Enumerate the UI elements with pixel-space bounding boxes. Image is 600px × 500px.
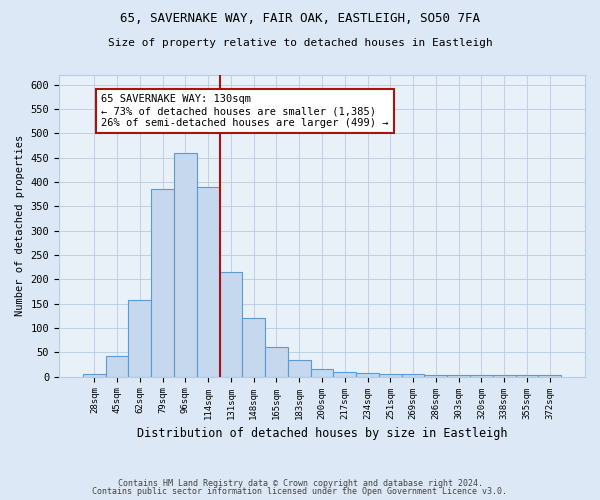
Bar [265,346,288,376]
Bar [174,153,197,376]
Bar [379,374,402,376]
Bar [447,374,470,376]
Bar [197,187,220,376]
Bar [220,272,242,376]
Text: 65, SAVERNAKE WAY, FAIR OAK, EASTLEIGH, SO50 7FA: 65, SAVERNAKE WAY, FAIR OAK, EASTLEIGH, … [120,12,480,26]
Bar [493,374,515,376]
X-axis label: Distribution of detached houses by size in Eastleigh: Distribution of detached houses by size … [137,427,507,440]
Bar [311,370,334,376]
Bar [424,374,447,376]
Text: Contains public sector information licensed under the Open Government Licence v3: Contains public sector information licen… [92,487,508,496]
Bar [83,374,106,376]
Bar [128,300,151,376]
Text: Contains HM Land Registry data © Crown copyright and database right 2024.: Contains HM Land Registry data © Crown c… [118,478,482,488]
Bar [151,190,174,376]
Bar [288,360,311,376]
Bar [106,356,128,376]
Bar [334,372,356,376]
Bar [515,375,538,376]
Y-axis label: Number of detached properties: Number of detached properties [15,135,25,316]
Bar [402,374,424,376]
Bar [470,374,493,376]
Bar [242,318,265,376]
Text: 65 SAVERNAKE WAY: 130sqm
← 73% of detached houses are smaller (1,385)
26% of sem: 65 SAVERNAKE WAY: 130sqm ← 73% of detach… [101,94,389,128]
Bar [356,373,379,376]
Text: Size of property relative to detached houses in Eastleigh: Size of property relative to detached ho… [107,38,493,48]
Bar [538,375,561,376]
